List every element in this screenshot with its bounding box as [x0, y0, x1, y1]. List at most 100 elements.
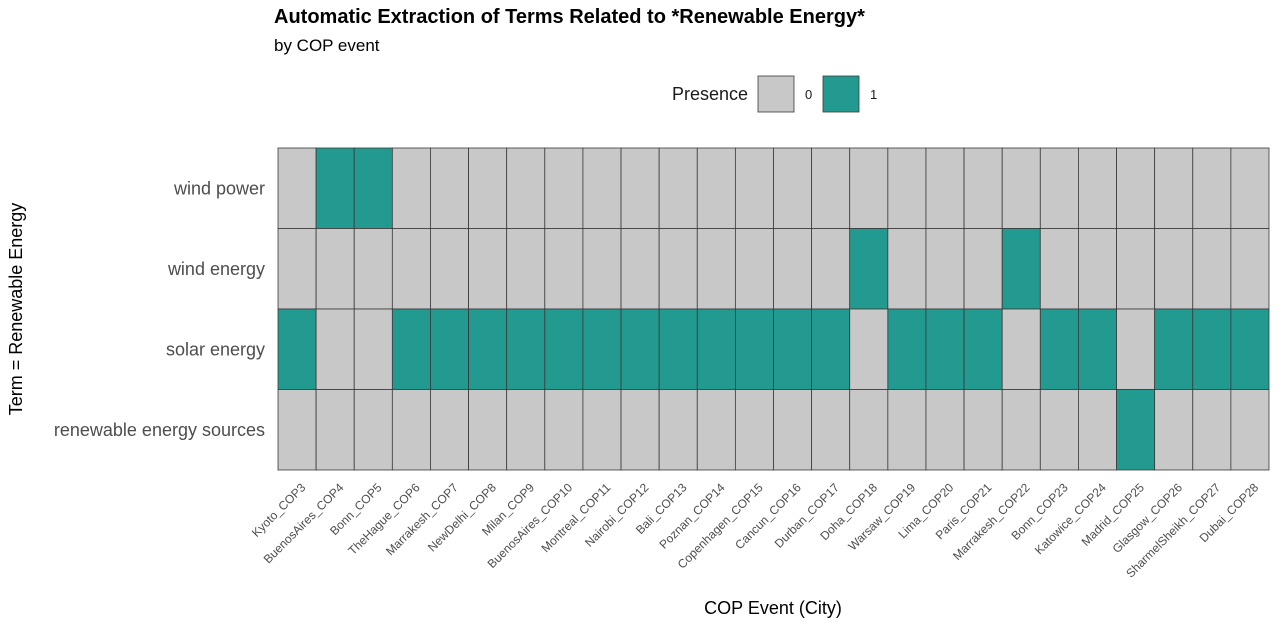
heatmap-cell: [506, 228, 546, 310]
heatmap-cell: [353, 228, 393, 310]
heatmap-cell: [887, 147, 927, 229]
heatmap-cell: [582, 308, 622, 390]
heatmap-cell: [468, 308, 508, 390]
heatmap-cell: [734, 389, 774, 471]
heatmap-cell: [811, 228, 851, 310]
heatmap-cell: [963, 228, 1003, 310]
heatmap-cell: [277, 228, 317, 310]
heatmap-cell: [315, 147, 355, 229]
heatmap-cell: [849, 228, 889, 310]
chart-subtitle: by COP event: [274, 36, 380, 55]
heatmap-cell: [773, 308, 813, 390]
heatmap-cell: [925, 308, 965, 390]
heatmap-cell: [315, 228, 355, 310]
heatmap-cell: [582, 389, 622, 471]
heatmap-cell: [1078, 147, 1117, 229]
heatmap-cell: [734, 228, 774, 310]
heatmap-cell: [1192, 308, 1232, 390]
legend: Presence 0 1: [672, 75, 877, 113]
heatmap-cell: [849, 147, 889, 229]
heatmap-cell: [582, 228, 622, 310]
y-axis-label: Term = Renewable Energy: [6, 203, 26, 416]
y-tick-label: wind power: [173, 178, 265, 198]
heatmap-cell: [430, 147, 469, 229]
heatmap-cell: [734, 308, 774, 390]
heatmap-cell: [1001, 147, 1041, 229]
heatmap-cell: [963, 389, 1003, 471]
heatmap-cell: [1192, 147, 1232, 229]
heatmap-cell: [353, 389, 393, 471]
heatmap-cell: [544, 308, 584, 390]
heatmap-cell: [353, 308, 393, 390]
x-tick-label: NewDelhi_COP8: [425, 480, 499, 554]
heatmap-cell: [1230, 147, 1270, 229]
heatmap-cell: [1039, 147, 1079, 229]
heatmap-cell: [1230, 308, 1270, 390]
heatmap-cell: [1116, 389, 1156, 471]
heatmap-cell: [315, 308, 355, 390]
legend-swatch: [757, 75, 795, 113]
heatmap-cell: [620, 228, 660, 310]
heatmap-cell: [430, 389, 469, 471]
heatmap-cell: [620, 147, 660, 229]
heatmap-cell: [315, 389, 355, 471]
heatmap-cell: [544, 389, 584, 471]
heatmap-cell: [1116, 147, 1156, 229]
heatmap-cell: [1116, 308, 1156, 390]
heatmap-cell: [887, 389, 927, 471]
heatmap-cell: [353, 147, 393, 229]
heatmap-cell: [773, 228, 813, 310]
heatmap-cell: [734, 147, 774, 229]
heatmap-cell: [582, 147, 622, 229]
heatmap-cell: [1039, 228, 1079, 310]
heatmap-cell: [468, 389, 508, 471]
heatmap-cell: [773, 147, 813, 229]
y-tick-label: wind energy: [167, 259, 265, 279]
heatmap-cell: [277, 389, 317, 471]
heatmap-cell: [391, 389, 431, 471]
heatmap-cell: [849, 389, 889, 471]
heatmap-cell: [696, 389, 736, 471]
heatmap-cell: [277, 147, 317, 229]
heatmap-cell: [925, 389, 965, 471]
heatmap-cell: [963, 147, 1003, 229]
y-tick-label: renewable energy sources: [54, 420, 265, 440]
x-tick-label: Montreal_COP11: [538, 480, 613, 555]
heatmap-cell: [506, 308, 546, 390]
heatmap-cell: [1078, 308, 1117, 390]
heatmap-cell: [1154, 147, 1194, 229]
y-tick-label: solar energy: [166, 339, 265, 359]
y-axis-ticks: wind power wind energy solar energy renewab…: [54, 178, 265, 440]
heatmap-cell: [1039, 308, 1079, 390]
heatmap-cell: [1116, 228, 1156, 310]
heatmap-cell: [1154, 228, 1194, 310]
x-tick-label: Glasgow_COP26: [1110, 480, 1186, 556]
heatmap-cell: [887, 228, 927, 310]
x-tick-label: Warsaw_COP19: [845, 480, 918, 553]
heatmap-cell: [620, 308, 660, 390]
heatmap-cell: [506, 389, 546, 471]
heatmap-cell: [811, 308, 851, 390]
heatmap-cell: [1192, 228, 1232, 310]
legend-label: 0: [805, 87, 812, 102]
heatmap-cell: [658, 147, 698, 229]
heatmap-cell: [1230, 389, 1270, 471]
legend-label: 1: [870, 87, 877, 102]
chart-title: Automatic Extraction of Terms Related to…: [274, 6, 865, 28]
heatmap-cell: [658, 228, 698, 310]
heatmap-cell: [391, 308, 431, 390]
heatmap-cell: [696, 228, 736, 310]
heatmap-cell: [811, 389, 851, 471]
heatmap-cell: [1078, 228, 1117, 310]
heatmap-cell: [1039, 389, 1079, 471]
heatmap-cell: [773, 389, 813, 471]
heatmap-cell: [1001, 308, 1041, 390]
heatmap-cell: [696, 308, 736, 390]
heatmap-cell: [391, 147, 431, 229]
x-axis-label: COP Event (City): [704, 598, 842, 618]
heatmap-cells: [277, 147, 1270, 471]
heatmap-cell: [658, 308, 698, 390]
heatmap-cell: [887, 308, 927, 390]
heatmap-cell: [544, 228, 584, 310]
